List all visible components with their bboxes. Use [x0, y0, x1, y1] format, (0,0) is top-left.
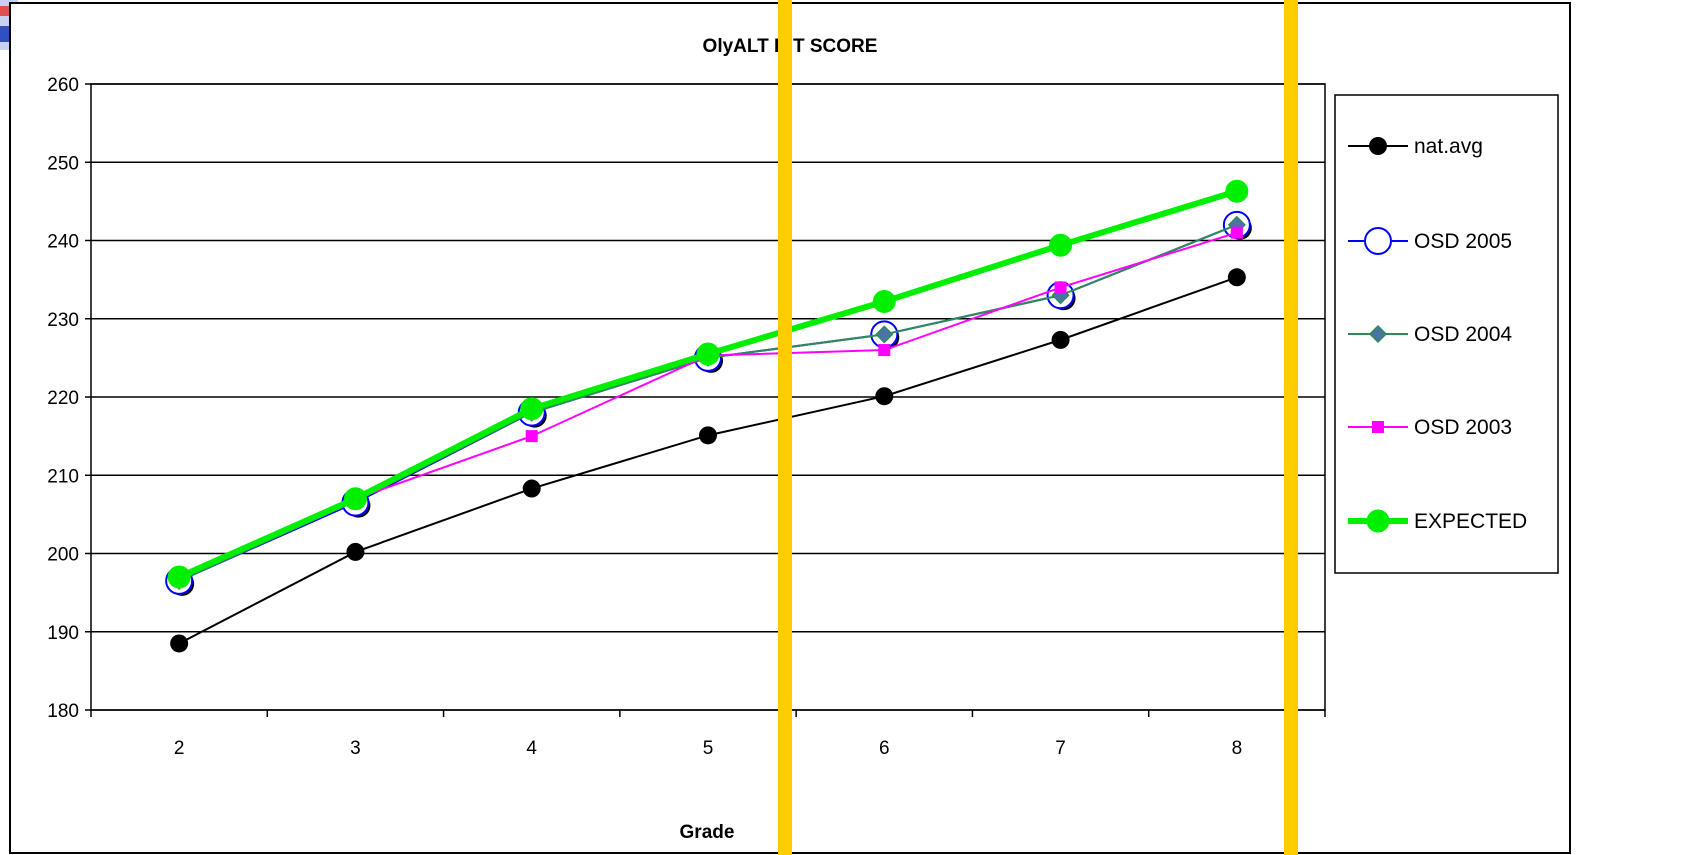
expected-point — [1225, 179, 1249, 203]
y-tick-label: 250 — [47, 153, 79, 174]
nat-avg-point — [170, 634, 189, 653]
expected-point — [696, 342, 720, 366]
nat-avg-point — [699, 426, 717, 445]
legend: nat.avg OSD 2005 OSD 2004 OSD 2003 EXPECTED — [1334, 94, 1559, 574]
x-tick-label: 6 — [879, 738, 890, 759]
legend-marker-osd-2004 — [1368, 324, 1388, 344]
highlight-bar — [1284, 0, 1298, 855]
legend-label-osd-2005: OSD 2005 — [1414, 230, 1512, 253]
legend-marker-nat-avg — [1369, 137, 1387, 155]
nat-avg-point — [1227, 268, 1246, 287]
legend-marker-osd-2005 — [1364, 227, 1392, 255]
x-axis-title: Grade — [680, 822, 735, 843]
expected-point — [1049, 233, 1073, 257]
osd-2003-point — [878, 344, 891, 357]
y-tick-label: 220 — [47, 388, 79, 409]
nat-avg-point — [875, 387, 894, 406]
expected-point — [167, 565, 191, 589]
y-tick-label: 200 — [47, 545, 79, 566]
legend-label-osd-2004: OSD 2004 — [1414, 323, 1512, 346]
y-tick-label: 230 — [47, 310, 79, 331]
x-tick-label: 5 — [703, 738, 714, 759]
y-tick-label: 180 — [47, 701, 79, 722]
expected-point — [520, 397, 544, 421]
legend-marker-expected — [1366, 509, 1390, 533]
legend-label-expected: EXPECTED — [1414, 510, 1527, 533]
y-tick-label: 260 — [47, 75, 79, 96]
x-tick-label: 4 — [526, 738, 537, 759]
y-tick-label: 240 — [47, 232, 79, 253]
legend-label-nat-avg: nat.avg — [1414, 135, 1483, 158]
x-tick-label: 8 — [1232, 738, 1243, 759]
osd-2004-point — [875, 325, 894, 344]
osd-2003-point — [1230, 226, 1243, 239]
y-tick-label: 210 — [47, 466, 79, 487]
legend-label-osd-2003: OSD 2003 — [1414, 416, 1512, 439]
osd-2003-point — [525, 430, 538, 443]
nat-avg-point — [1051, 330, 1070, 349]
x-tick-label: 2 — [174, 738, 185, 759]
x-tick-label: 7 — [1055, 738, 1066, 759]
highlight-bar — [778, 0, 792, 855]
x-tick-label: 3 — [350, 738, 361, 759]
expected-point — [872, 290, 896, 314]
plot-area: 180 190 200 210 220 230 240 250 260 2 3 4 5 6 7 8 — [47, 0, 1326, 855]
legend-marker-osd-2003 — [1372, 421, 1384, 433]
nat-avg-point — [346, 542, 365, 561]
expected-point — [343, 487, 367, 511]
y-tick-label: 190 — [47, 623, 79, 644]
nat-avg-point — [522, 479, 541, 498]
osd-2003-point — [1054, 281, 1067, 294]
